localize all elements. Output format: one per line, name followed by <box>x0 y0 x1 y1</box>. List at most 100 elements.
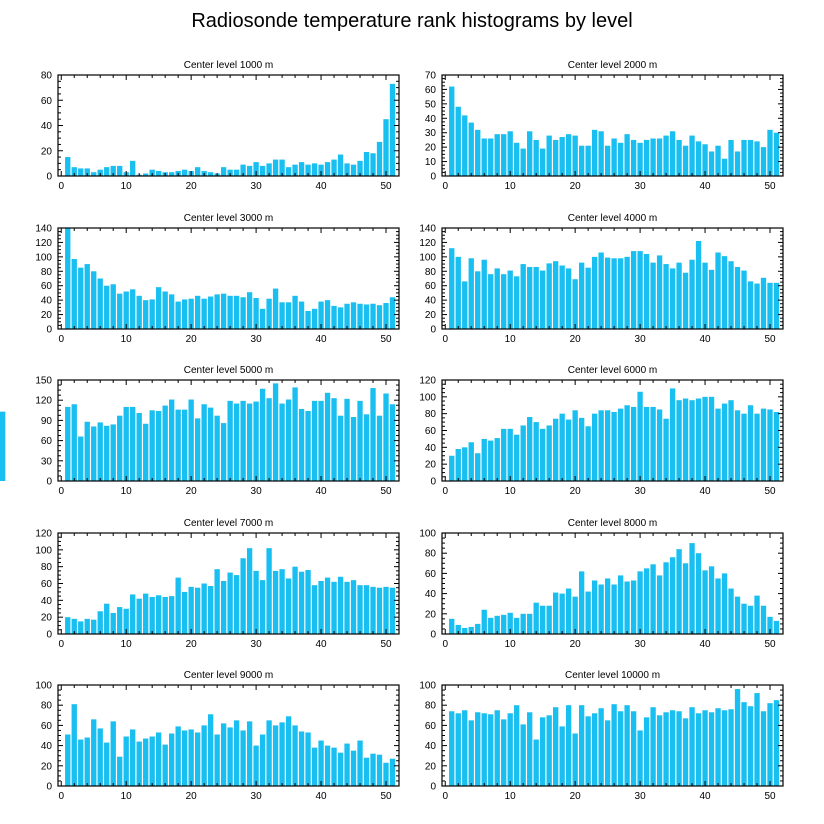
y-tick-label: 20 <box>41 613 53 624</box>
x-tick-label: 10 <box>505 334 517 345</box>
x-tick-label: 50 <box>764 181 776 192</box>
y-tick-label: 0 <box>46 172 52 183</box>
bar <box>462 627 468 634</box>
bar <box>604 578 611 634</box>
bar <box>344 303 350 329</box>
bar <box>488 714 494 786</box>
bar <box>350 750 357 786</box>
bar <box>656 255 663 329</box>
bar <box>117 415 123 481</box>
y-tick-label: 60 <box>425 721 437 732</box>
bar <box>143 423 149 481</box>
bar <box>546 425 552 481</box>
bar <box>383 586 389 634</box>
bar <box>663 712 669 786</box>
bar <box>104 742 110 786</box>
bar <box>604 410 611 481</box>
bar <box>175 301 181 329</box>
x-tick-label: 30 <box>635 639 647 650</box>
bar <box>637 730 643 786</box>
x-tick-label: 50 <box>380 334 392 345</box>
bar <box>110 721 116 786</box>
bar <box>318 164 324 176</box>
bar <box>624 705 630 786</box>
bar <box>514 434 520 481</box>
bar <box>376 415 383 481</box>
bar <box>540 148 546 176</box>
bar <box>298 571 305 634</box>
y-tick-label: 80 <box>425 701 437 712</box>
bar <box>650 138 656 176</box>
bar <box>767 282 773 329</box>
bar <box>488 138 494 176</box>
bar <box>695 713 702 786</box>
bar <box>533 422 539 481</box>
bar <box>643 253 650 329</box>
bar <box>565 419 572 481</box>
panel-2: Center level 2000 m 0 10 20 30 40 50 0 10 20 30 40 5… <box>425 60 784 192</box>
y-tick-label: 20 <box>425 143 437 154</box>
bar <box>650 262 656 329</box>
bar <box>585 145 591 176</box>
bar <box>162 405 168 481</box>
y-tick-label: 80 <box>41 701 53 712</box>
bar <box>598 708 604 786</box>
y-tick-label: 40 <box>425 741 437 752</box>
bar <box>123 406 129 481</box>
bar <box>591 713 598 786</box>
x-tick-label: 20 <box>186 181 198 192</box>
bar <box>376 141 383 176</box>
bar <box>97 728 103 786</box>
bar <box>650 406 656 481</box>
y-tick-label: 40 <box>425 296 437 307</box>
bar <box>604 720 611 786</box>
bar <box>272 288 279 329</box>
bar <box>370 753 376 786</box>
bar <box>305 410 311 481</box>
bar <box>162 744 168 786</box>
bar <box>78 436 84 481</box>
bar <box>449 455 455 481</box>
bar <box>337 576 344 634</box>
bar <box>455 256 461 329</box>
panel-title: Center level 8000 m <box>568 518 658 529</box>
x-tick-label: 10 <box>121 639 133 650</box>
bar <box>84 421 90 481</box>
bar <box>559 726 565 786</box>
panel-title: Center level 3000 m <box>184 213 274 224</box>
bar <box>481 138 487 176</box>
bar <box>669 710 676 786</box>
bar <box>585 426 591 481</box>
bar <box>227 295 233 329</box>
bar <box>162 291 168 329</box>
bar <box>311 400 318 481</box>
bar <box>695 141 702 176</box>
bar <box>311 585 318 634</box>
bar <box>715 578 721 634</box>
bar <box>233 720 240 786</box>
bar <box>363 152 370 176</box>
bar <box>676 400 682 481</box>
bar <box>462 115 468 176</box>
bar <box>272 383 279 481</box>
y-tick-label: 60 <box>41 96 53 107</box>
y-tick-label: 0 <box>430 325 436 336</box>
bar <box>156 287 162 329</box>
bar <box>389 758 396 786</box>
bar <box>214 415 220 481</box>
bar <box>520 724 526 786</box>
bar <box>540 270 546 329</box>
bar <box>370 586 376 634</box>
bar <box>617 408 624 481</box>
bar <box>773 700 780 786</box>
bar <box>637 571 643 634</box>
y-tick-label: 80 <box>41 562 53 573</box>
x-tick-label: 10 <box>121 486 133 497</box>
y-tick-label: 100 <box>35 252 52 263</box>
y-tick-label: 80 <box>425 267 437 278</box>
bar <box>540 605 546 634</box>
bar <box>650 564 656 634</box>
bar <box>220 293 227 329</box>
bar <box>741 702 747 786</box>
bar <box>449 618 455 634</box>
